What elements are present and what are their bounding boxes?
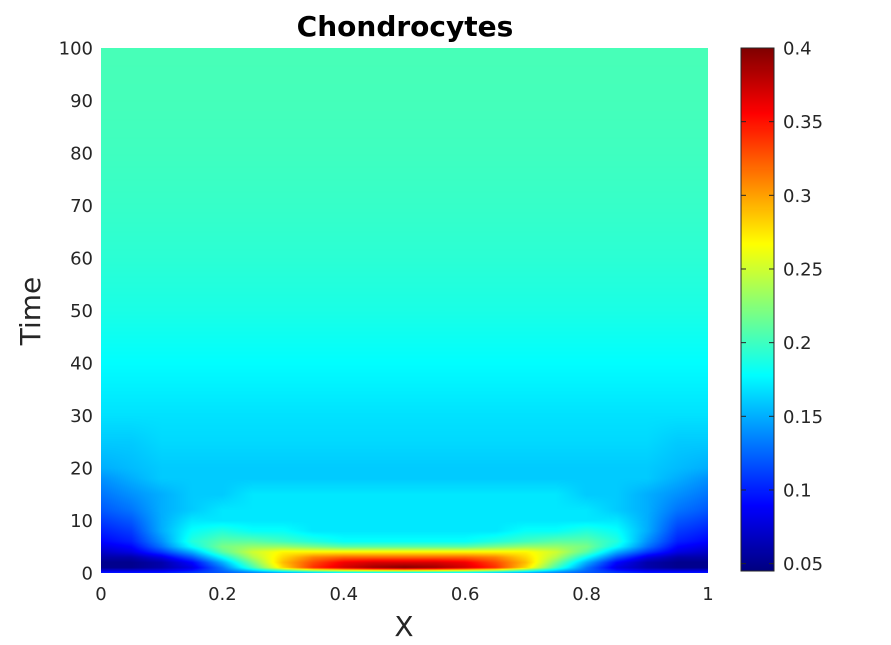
colorbar-tick-label: 0.4 — [783, 39, 812, 60]
y-tick-label: 70 — [70, 196, 93, 217]
colorbar-image-wrapper — [741, 48, 774, 571]
x-tick-label: 1 — [702, 584, 713, 605]
y-tick-label: 60 — [70, 249, 93, 270]
y-tick-label: 40 — [70, 354, 93, 375]
colorbar-tick-label: 0.25 — [783, 259, 823, 280]
y-tick-label: 80 — [70, 144, 93, 165]
y-tick-label: 20 — [70, 459, 93, 480]
colorbar-tick-label: 0.1 — [783, 480, 812, 501]
colorbar — [740, 47, 775, 572]
y-tick-label: 50 — [70, 301, 93, 322]
x-tick-label: 0 — [95, 584, 106, 605]
y-tick-label: 100 — [59, 39, 93, 60]
colorbar-tick-label: 0.2 — [783, 333, 812, 354]
x-tick-label: 0.4 — [329, 584, 358, 605]
x-tick-label: 0.6 — [451, 584, 480, 605]
heatmap-image — [101, 48, 708, 573]
colorbar-tick-label: 0.35 — [783, 112, 823, 133]
chart-title: Chondrocytes — [297, 10, 514, 43]
heatmap-image-wrapper — [101, 48, 708, 573]
colorbar-frame — [740, 47, 775, 572]
y-tick-label: 30 — [70, 406, 93, 427]
colorbar-ticks: 0.05 0.1 0.15 0.2 0.25 0.3 0.35 0.4 — [741, 39, 823, 575]
colorbar-tick-label: 0.3 — [783, 186, 812, 207]
y-tick-label: 10 — [70, 511, 93, 532]
y-tick-label: 0 — [82, 564, 93, 585]
x-axis-label: X — [394, 610, 413, 643]
colorbar-tick-label: 0.15 — [783, 407, 823, 428]
colorbar-tick-label: 0.05 — [783, 554, 823, 575]
x-axis-ticks: 0 0.2 0.4 0.6 0.8 1 — [95, 584, 713, 605]
x-tick-label: 0.8 — [572, 584, 601, 605]
plot-area — [101, 48, 708, 573]
colorbar-gradient — [741, 48, 774, 571]
y-axis-label: Time — [14, 277, 47, 347]
y-axis-ticks: 0 10 20 30 40 50 60 70 80 90 100 — [59, 39, 93, 585]
x-tick-label: 0.2 — [208, 584, 237, 605]
y-tick-label: 90 — [70, 91, 93, 112]
